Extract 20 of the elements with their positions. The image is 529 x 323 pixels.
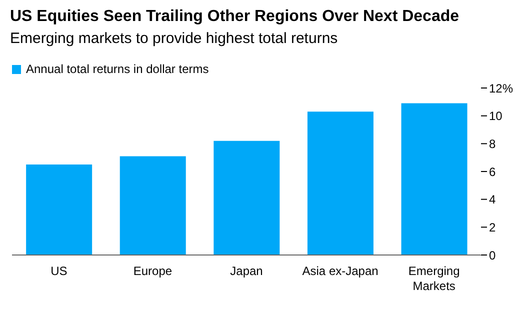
y-tick-label: 0 — [489, 248, 496, 262]
bar — [26, 164, 92, 255]
bar — [401, 103, 468, 255]
x-tick-label: Europe — [133, 264, 172, 278]
x-tick-label: Emerging Markets — [408, 264, 460, 293]
legend-label: Annual total returns in dollar terms — [25, 62, 209, 76]
bar — [214, 140, 280, 255]
y-tick-label: 6 — [489, 164, 496, 179]
y-tick-label: 8 — [489, 136, 496, 151]
y-tick-label: 2 — [489, 220, 496, 234]
y-tick-label: 12% — [489, 81, 514, 96]
y-tick-label: 4 — [489, 192, 496, 207]
x-tick-label: US — [50, 264, 68, 278]
y-tick-label: 10 — [489, 109, 503, 124]
chart-title: US Equities Seen Trailing Other Regions Over Next Decade — [10, 8, 460, 26]
bar — [307, 112, 374, 255]
x-tick-label: Japan — [230, 264, 263, 278]
bar — [120, 156, 186, 255]
chart-subtitle: Emerging markets to provide highest total returns — [10, 30, 338, 47]
x-tick-label: Asia ex-Japan — [302, 264, 378, 278]
